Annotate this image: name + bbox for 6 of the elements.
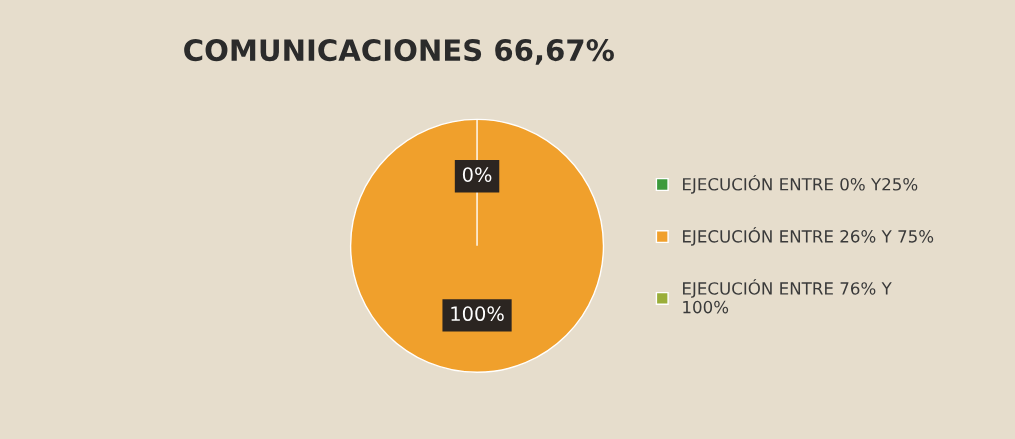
legend-label: EJECUCIÓN ENTRE 0% Y25% [683, 174, 918, 194]
legend-label: EJECUCIÓN ENTRE 26% Y 75% [683, 227, 934, 246]
legend-label: EJECUCIÓN ENTRE 76% Y 100% [683, 279, 892, 314]
data-label: 100% [451, 306, 504, 322]
chart-title: COMUNICACIONES 66,67% [184, 39, 614, 65]
text: 0% [462, 167, 492, 182]
